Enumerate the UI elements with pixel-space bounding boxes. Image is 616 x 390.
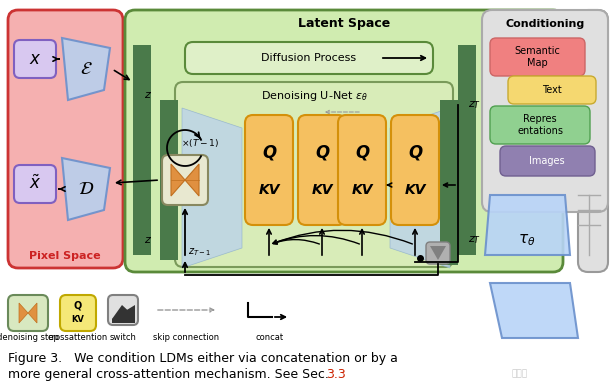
- Text: Figure 3.   We condition LDMs either via concatenation or by a: Figure 3. We condition LDMs either via c…: [8, 352, 398, 365]
- Polygon shape: [112, 305, 135, 323]
- FancyBboxPatch shape: [391, 115, 439, 225]
- Bar: [440, 100, 458, 265]
- FancyBboxPatch shape: [60, 295, 96, 331]
- Bar: [458, 45, 476, 255]
- Text: $\mathcal{E}$: $\mathcal{E}$: [79, 60, 92, 78]
- FancyBboxPatch shape: [298, 115, 346, 225]
- Text: KV: KV: [311, 183, 333, 197]
- FancyBboxPatch shape: [426, 242, 450, 264]
- FancyBboxPatch shape: [490, 38, 585, 76]
- Text: $z_T$: $z_T$: [468, 99, 482, 111]
- Text: skip connection: skip connection: [153, 333, 219, 342]
- Polygon shape: [185, 164, 199, 196]
- Polygon shape: [182, 108, 242, 268]
- FancyBboxPatch shape: [490, 106, 590, 144]
- FancyBboxPatch shape: [508, 76, 596, 104]
- Text: $z_T$: $z_T$: [468, 234, 482, 246]
- FancyBboxPatch shape: [125, 10, 563, 272]
- FancyBboxPatch shape: [245, 115, 293, 225]
- Text: $z$: $z$: [144, 90, 152, 100]
- Text: $\tau_\theta$: $\tau_\theta$: [518, 232, 536, 248]
- Polygon shape: [390, 108, 450, 268]
- Polygon shape: [490, 283, 578, 338]
- Text: denoising step: denoising step: [0, 333, 59, 342]
- FancyBboxPatch shape: [162, 155, 208, 205]
- Text: $z$: $z$: [144, 235, 152, 245]
- Polygon shape: [62, 38, 110, 100]
- Text: $\tilde{x}$: $\tilde{x}$: [29, 175, 41, 193]
- FancyBboxPatch shape: [8, 10, 123, 268]
- FancyBboxPatch shape: [14, 40, 56, 78]
- Text: KV: KV: [351, 183, 373, 197]
- Text: 新智元: 新智元: [512, 369, 528, 379]
- Text: 3.3: 3.3: [326, 368, 346, 381]
- Text: Pixel Space: Pixel Space: [29, 251, 101, 261]
- Text: Q: Q: [408, 144, 422, 162]
- Text: Latent Space: Latent Space: [298, 18, 390, 30]
- FancyBboxPatch shape: [175, 82, 453, 267]
- Text: Q: Q: [262, 144, 276, 162]
- Polygon shape: [19, 303, 28, 323]
- Bar: [133, 45, 151, 255]
- Text: Images: Images: [529, 156, 565, 166]
- Text: $x$: $x$: [29, 50, 41, 68]
- Text: Text: Text: [542, 85, 562, 95]
- Text: Semantic
Map: Semantic Map: [514, 46, 560, 68]
- Text: Q: Q: [315, 144, 329, 162]
- Text: Q: Q: [74, 300, 82, 310]
- Polygon shape: [171, 164, 185, 196]
- Text: $z_{T-1}$: $z_{T-1}$: [188, 246, 212, 258]
- Polygon shape: [430, 246, 446, 260]
- Polygon shape: [28, 303, 37, 323]
- Polygon shape: [62, 158, 110, 220]
- FancyBboxPatch shape: [338, 115, 386, 225]
- Bar: [160, 100, 178, 260]
- Text: Repres
entations: Repres entations: [517, 114, 563, 136]
- Polygon shape: [112, 305, 135, 319]
- Text: switch: switch: [110, 333, 136, 342]
- FancyBboxPatch shape: [108, 295, 138, 325]
- Text: Denoising U-Net $\epsilon_\theta$: Denoising U-Net $\epsilon_\theta$: [261, 89, 367, 103]
- Text: crossattention: crossattention: [48, 333, 108, 342]
- FancyBboxPatch shape: [8, 295, 48, 331]
- FancyBboxPatch shape: [14, 165, 56, 203]
- Text: Q: Q: [355, 144, 369, 162]
- FancyBboxPatch shape: [500, 146, 595, 176]
- Text: KV: KV: [404, 183, 426, 197]
- Text: $\mathcal{D}$: $\mathcal{D}$: [78, 180, 94, 198]
- Text: Conditioning: Conditioning: [505, 19, 585, 29]
- Text: concat: concat: [256, 333, 284, 342]
- Polygon shape: [485, 195, 570, 255]
- FancyBboxPatch shape: [185, 42, 433, 74]
- FancyBboxPatch shape: [578, 10, 608, 272]
- Text: KV: KV: [71, 314, 84, 323]
- Text: KV: KV: [258, 183, 280, 197]
- Text: Diffusion Process: Diffusion Process: [261, 53, 357, 63]
- Text: $\times(T-1)$: $\times(T-1)$: [181, 137, 219, 149]
- Text: more general cross-attention mechanism. See Sec.: more general cross-attention mechanism. …: [8, 368, 333, 381]
- FancyBboxPatch shape: [482, 10, 608, 212]
